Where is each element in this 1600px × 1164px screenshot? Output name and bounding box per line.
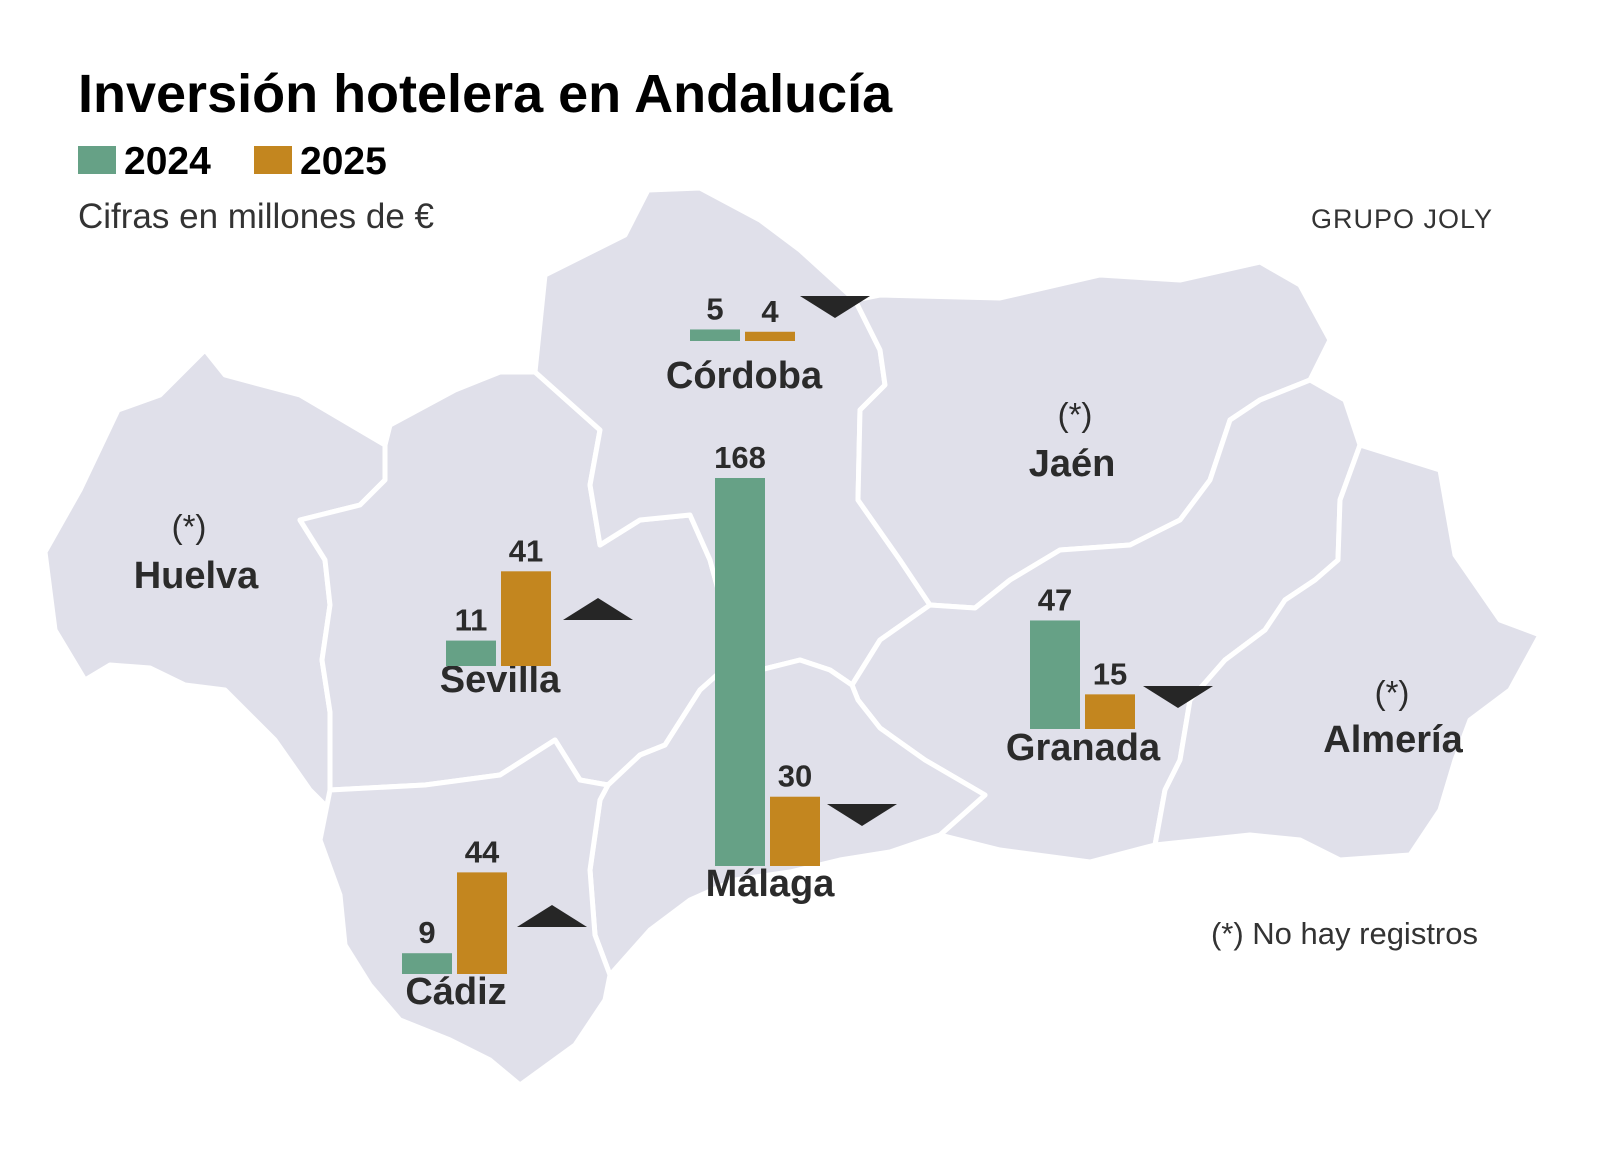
no-data-marker-jaen: (*) (1058, 396, 1093, 433)
credit-label: GRUPO JOLY (1311, 204, 1493, 234)
legend: 2024 2025 (78, 140, 387, 183)
value-label-malaga-2025: 30 (778, 759, 812, 794)
value-label-cadiz-2024: 9 (418, 915, 435, 950)
trend-down-arrow-malaga (827, 804, 897, 826)
bar-sevilla-2024 (446, 640, 496, 666)
map-subtitle: Cifras en millones de € (78, 197, 434, 236)
value-label-granada-2024: 47 (1038, 582, 1072, 617)
province-label-cordoba: Córdoba (666, 355, 823, 397)
value-label-sevilla-2024: 11 (455, 603, 488, 638)
value-label-cordoba-2025: 4 (761, 294, 779, 329)
province-label-jaen: Jaén (1029, 443, 1116, 485)
no-data-marker-almeria: (*) (1375, 674, 1410, 711)
trend-down-arrow-granada (1143, 686, 1213, 708)
trend-up-arrow-cadiz (517, 905, 587, 927)
legend-swatch-2024 (78, 146, 116, 174)
trend-down-arrow-cordoba (800, 296, 870, 318)
bar-cordoba-2024 (690, 329, 740, 341)
value-label-sevilla-2025: 41 (509, 533, 543, 568)
value-label-malaga-2024: 168 (714, 440, 766, 475)
bar-granada-2025 (1085, 694, 1135, 729)
legend-label-2025: 2025 (300, 140, 387, 183)
value-label-cordoba-2024: 5 (706, 291, 723, 326)
province-label-huelva: Huelva (134, 555, 259, 597)
province-shape-almeria (1152, 442, 1543, 863)
province-label-cadiz: Cádiz (405, 971, 506, 1013)
trend-up-arrow-sevilla (563, 598, 633, 620)
footnote: (*) No hay registros (1211, 916, 1478, 951)
value-label-cadiz-2025: 44 (465, 834, 500, 869)
value-label-granada-2025: 15 (1093, 656, 1127, 691)
province-label-granada: Granada (1006, 727, 1161, 769)
bar-layer: 11 41 5 4 47 15 168 30 9 44 (402, 291, 1213, 974)
bar-cordoba-2025 (745, 331, 795, 341)
province-label-malaga: Málaga (706, 863, 836, 905)
bar-malaga-2024 (715, 478, 765, 866)
no-data-marker-huelva: (*) (172, 508, 207, 545)
legend-label-2024: 2024 (124, 140, 211, 183)
bar-sevilla-2025 (501, 571, 551, 666)
legend-swatch-2025 (254, 146, 292, 174)
bar-cadiz-2024 (402, 953, 452, 974)
bar-malaga-2025 (770, 796, 820, 866)
bar-granada-2024 (1030, 620, 1080, 729)
bar-cadiz-2025 (457, 872, 507, 974)
province-label-almeria: Almería (1323, 719, 1463, 761)
map-title: Inversión hotelera en Andalucía (78, 64, 893, 124)
